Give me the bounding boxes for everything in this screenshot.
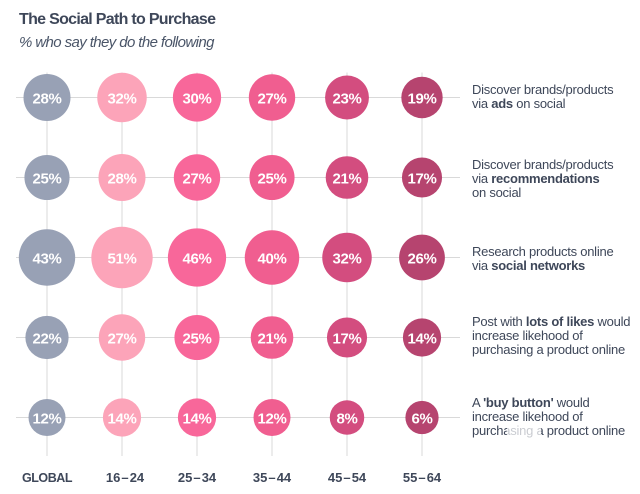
svg-text:12%: 12%	[32, 410, 61, 427]
svg-text:8%: 8%	[336, 410, 357, 427]
svg-text:6%: 6%	[411, 410, 432, 427]
svg-text:28%: 28%	[107, 170, 136, 187]
svg-text:17%: 17%	[332, 330, 361, 347]
svg-text:51%: 51%	[107, 250, 136, 267]
svg-text:23%: 23%	[332, 90, 361, 107]
svg-text:27%: 27%	[182, 170, 211, 187]
svg-text:25%: 25%	[182, 330, 211, 347]
svg-text:25%: 25%	[32, 170, 61, 187]
svg-text:22%: 22%	[32, 330, 61, 347]
svg-text:28%: 28%	[32, 90, 61, 107]
svg-text:21%: 21%	[332, 170, 361, 187]
svg-text:27%: 27%	[107, 330, 136, 347]
svg-text:30%: 30%	[182, 90, 211, 107]
svg-text:12%: 12%	[257, 410, 286, 427]
svg-text:19%: 19%	[407, 90, 436, 107]
svg-text:25%: 25%	[257, 170, 286, 187]
svg-text:26%: 26%	[407, 250, 436, 267]
svg-text:17%: 17%	[407, 170, 436, 187]
svg-text:14%: 14%	[407, 330, 436, 347]
svg-text:21%: 21%	[257, 330, 286, 347]
svg-text:40%: 40%	[257, 250, 286, 267]
svg-text:32%: 32%	[107, 90, 136, 107]
svg-text:14%: 14%	[182, 410, 211, 427]
svg-text:43%: 43%	[32, 250, 61, 267]
svg-text:14%: 14%	[107, 410, 136, 427]
svg-text:46%: 46%	[182, 250, 211, 267]
svg-text:32%: 32%	[332, 250, 361, 267]
svg-text:27%: 27%	[257, 90, 286, 107]
